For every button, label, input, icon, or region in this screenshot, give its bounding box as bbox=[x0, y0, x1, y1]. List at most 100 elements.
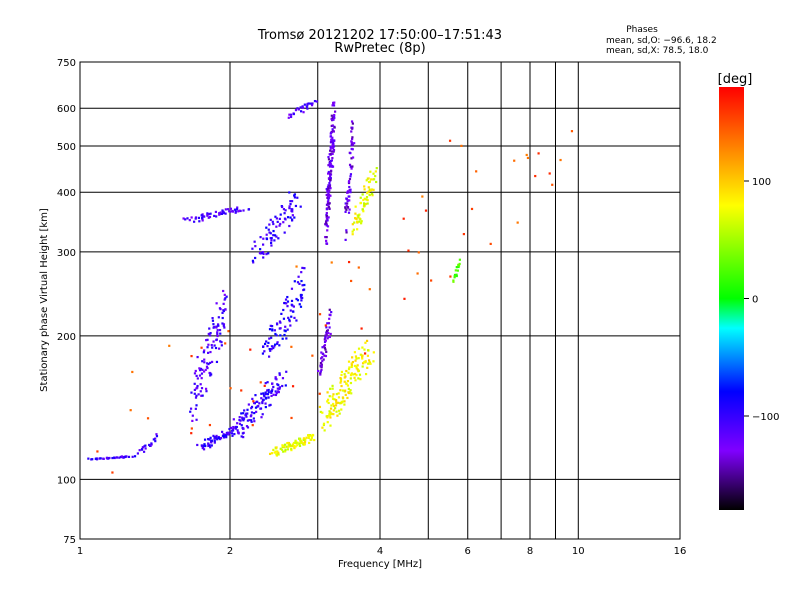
data-point bbox=[350, 392, 353, 395]
data-point bbox=[217, 316, 220, 319]
data-point bbox=[326, 229, 329, 232]
data-point bbox=[343, 403, 346, 406]
data-point bbox=[331, 147, 335, 150]
data-point bbox=[250, 419, 253, 422]
data-point bbox=[331, 156, 334, 160]
data-point bbox=[269, 241, 273, 245]
data-point bbox=[282, 221, 285, 224]
data-point bbox=[331, 104, 334, 107]
data-point bbox=[297, 108, 300, 111]
data-point bbox=[116, 456, 119, 459]
data-point bbox=[272, 229, 275, 233]
data-point bbox=[323, 338, 326, 341]
data-point bbox=[294, 204, 298, 208]
data-point bbox=[284, 325, 287, 328]
data-point bbox=[211, 319, 215, 322]
data-point bbox=[291, 443, 295, 446]
colorbar-tick-label: 100 bbox=[752, 177, 771, 188]
data-point bbox=[313, 99, 317, 103]
data-point bbox=[332, 150, 335, 153]
data-point bbox=[260, 251, 264, 255]
data-point bbox=[195, 387, 198, 390]
data-point bbox=[325, 222, 328, 226]
data-point bbox=[293, 193, 297, 196]
data-point bbox=[365, 196, 369, 199]
data-point bbox=[298, 442, 301, 445]
data-point bbox=[258, 251, 262, 255]
data-point bbox=[207, 216, 210, 219]
data-point bbox=[144, 447, 147, 450]
data-point bbox=[278, 217, 281, 220]
data-point bbox=[350, 372, 353, 375]
data-point bbox=[374, 170, 377, 173]
data-point bbox=[259, 236, 262, 239]
data-point bbox=[251, 397, 254, 400]
data-point bbox=[349, 175, 352, 178]
data-point bbox=[325, 236, 328, 239]
data-point bbox=[270, 244, 273, 247]
data-point bbox=[369, 189, 373, 192]
data-point bbox=[290, 449, 293, 452]
data-point bbox=[349, 381, 353, 385]
legend-line-x: mean, sd,X: 78.5, 18.0 bbox=[606, 46, 709, 56]
data-point bbox=[293, 446, 296, 450]
data-point bbox=[203, 370, 206, 373]
data-point bbox=[366, 192, 369, 195]
x-tick-label: 16 bbox=[674, 546, 687, 557]
data-point bbox=[361, 362, 365, 365]
data-point bbox=[208, 334, 212, 337]
data-point bbox=[266, 344, 269, 348]
data-point bbox=[259, 381, 262, 384]
data-point bbox=[322, 352, 325, 356]
data-point bbox=[269, 232, 272, 235]
data-point bbox=[229, 207, 233, 210]
data-point bbox=[254, 256, 257, 260]
data-point bbox=[319, 410, 322, 414]
data-point bbox=[233, 208, 237, 211]
data-point bbox=[335, 392, 338, 396]
data-point bbox=[319, 370, 322, 373]
data-point bbox=[207, 438, 210, 441]
data-point bbox=[350, 120, 354, 123]
data-point bbox=[319, 361, 323, 365]
data-point bbox=[298, 444, 302, 448]
data-point bbox=[221, 316, 224, 320]
data-point bbox=[272, 234, 275, 237]
data-point bbox=[302, 442, 305, 445]
data-point bbox=[331, 143, 334, 147]
data-point bbox=[559, 158, 562, 162]
data-point bbox=[310, 436, 313, 439]
data-point bbox=[275, 334, 278, 337]
data-point bbox=[193, 388, 196, 392]
data-point bbox=[262, 252, 265, 256]
data-point bbox=[102, 457, 105, 460]
data-point bbox=[223, 298, 226, 301]
data-point bbox=[328, 186, 331, 190]
data-point bbox=[217, 435, 220, 439]
data-point bbox=[458, 258, 462, 261]
data-point bbox=[212, 323, 215, 326]
data-point bbox=[234, 211, 237, 214]
data-point bbox=[303, 288, 306, 291]
data-point bbox=[347, 391, 350, 394]
data-point bbox=[237, 210, 240, 213]
data-point bbox=[370, 192, 374, 196]
data-point bbox=[345, 231, 348, 234]
data-point bbox=[356, 221, 359, 224]
data-point bbox=[223, 293, 226, 296]
data-point bbox=[197, 393, 200, 396]
data-point bbox=[281, 337, 284, 340]
data-point bbox=[321, 346, 324, 349]
data-point bbox=[328, 410, 331, 413]
data-point bbox=[277, 451, 280, 454]
data-point bbox=[273, 343, 277, 346]
data-point bbox=[288, 207, 291, 210]
data-point bbox=[182, 217, 185, 220]
data-point bbox=[264, 402, 267, 405]
data-point bbox=[285, 445, 289, 448]
data-point bbox=[288, 205, 291, 208]
data-point bbox=[275, 235, 278, 238]
data-point bbox=[190, 354, 193, 358]
data-point bbox=[325, 208, 328, 211]
